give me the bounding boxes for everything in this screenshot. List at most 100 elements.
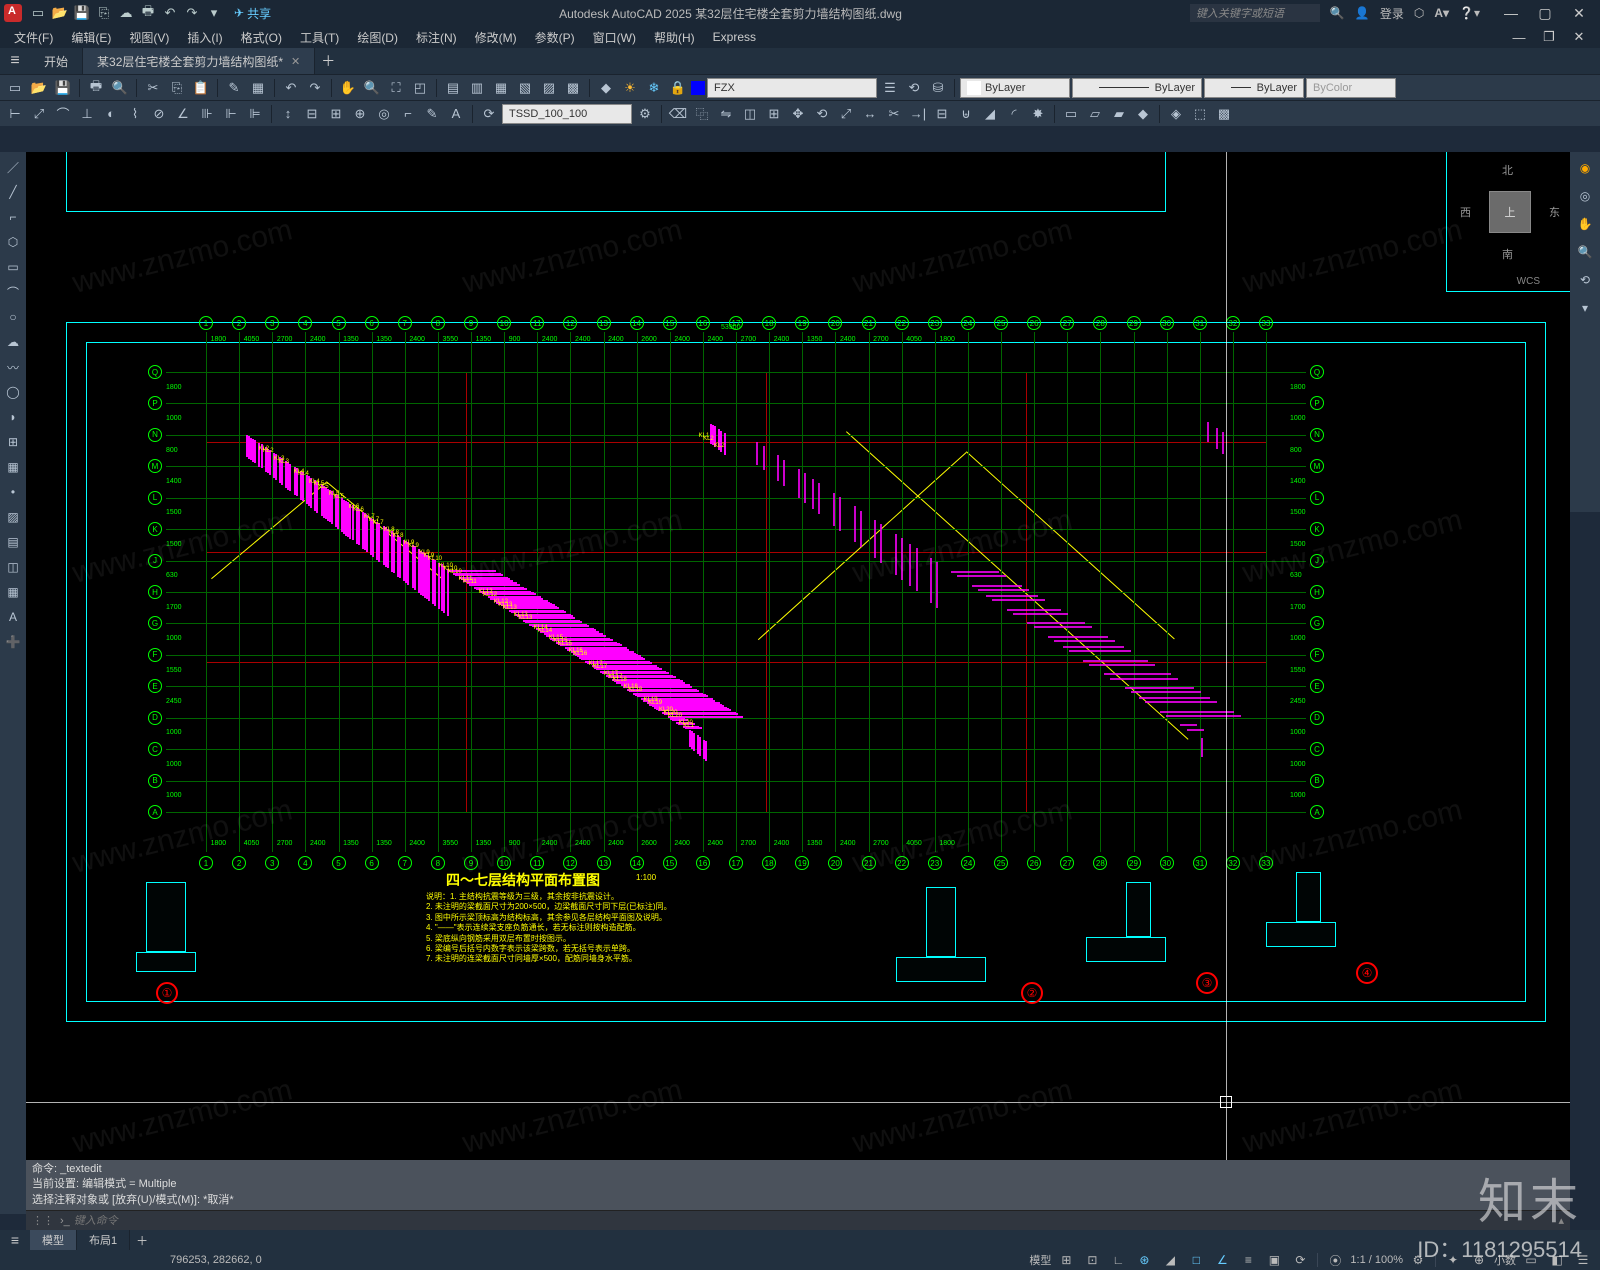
revcloud-icon[interactable]: ☁	[2, 331, 24, 353]
app-menu-icon[interactable]: ≡	[0, 52, 30, 70]
grid-icon[interactable]: ⊞	[1055, 1251, 1077, 1269]
share-button[interactable]: ✈ 共享	[234, 5, 271, 22]
m-offset-icon[interactable]: ◫	[739, 103, 761, 125]
hatch-icon[interactable]: ▨	[2, 506, 24, 528]
app-icon[interactable]	[4, 4, 22, 22]
spline-icon[interactable]: 〰	[2, 356, 24, 378]
tolerance-icon[interactable]: ⊞	[325, 103, 347, 125]
dimstyle-icon[interactable]: ⚙	[634, 103, 656, 125]
snap-icon[interactable]: ⊡	[1081, 1251, 1103, 1269]
osnap-icon[interactable]: □	[1185, 1251, 1207, 1269]
layout-1[interactable]: 布局1	[77, 1230, 130, 1250]
status-model[interactable]: 模型	[1029, 1252, 1051, 1268]
save-icon[interactable]: 💾	[72, 3, 92, 23]
tmatch-icon[interactable]: ✎	[223, 77, 245, 99]
rect-icon[interactable]: ▭	[2, 256, 24, 278]
search-icon[interactable]: 🔍	[1330, 6, 1345, 20]
units-readout[interactable]: 小数	[1494, 1252, 1516, 1268]
cust-icon[interactable]: ☰	[1572, 1251, 1594, 1269]
inspect-icon[interactable]: ◎	[373, 103, 395, 125]
menu-help[interactable]: 帮助(H)	[646, 27, 703, 48]
insert-icon[interactable]: ⊞	[2, 431, 24, 453]
dimupdate-icon[interactable]: ⟳	[478, 103, 500, 125]
layout-add-icon[interactable]: ＋	[130, 1232, 154, 1249]
doc-restore-icon[interactable]: ❐	[1534, 26, 1564, 48]
tcopy-icon[interactable]: ⎘	[166, 77, 188, 99]
drawing-canvas[interactable]: 北 南 西 东 上 WCS 说明：1. 主结构抗震等级为三级，其余按非抗震设计。…	[26, 152, 1570, 1214]
menu-dim[interactable]: 标注(N)	[408, 27, 465, 48]
m-move-icon[interactable]: ✥	[787, 103, 809, 125]
navpan-icon[interactable]: ✋	[1573, 212, 1597, 236]
m-chamfer-icon[interactable]: ◢	[979, 103, 1001, 125]
arc-icon[interactable]: ⌒	[2, 281, 24, 303]
m-mirror-icon[interactable]: ⇋	[715, 103, 737, 125]
cmd-menu-icon[interactable]: ▴	[1558, 1214, 1564, 1227]
layer-freeze-icon[interactable]: ❄	[643, 77, 665, 99]
menu-edit[interactable]: 编辑(E)	[63, 27, 119, 48]
lineweight-dropdown[interactable]: ByLayer	[1204, 78, 1304, 98]
otrack-icon[interactable]: ∠	[1211, 1251, 1233, 1269]
dim-ord-icon[interactable]: ⊥	[76, 103, 98, 125]
menu-insert[interactable]: 插入(I)	[179, 27, 230, 48]
dim-linear-icon[interactable]: ⊢	[4, 103, 26, 125]
help-icon[interactable]: ❔▾	[1459, 6, 1480, 20]
undo-icon[interactable]: ↶	[160, 3, 180, 23]
dim-arc-icon[interactable]: ⌒	[52, 103, 74, 125]
menu-param[interactable]: 参数(P)	[527, 27, 583, 48]
ttool-icon[interactable]: ▦	[490, 77, 512, 99]
tab-start[interactable]: 开始	[30, 48, 83, 74]
dim-quick-icon[interactable]: ⊪	[196, 103, 218, 125]
mo1-icon[interactable]: ▭	[1060, 103, 1082, 125]
dim-base-icon[interactable]: ⊩	[220, 103, 242, 125]
tsave-icon[interactable]: 💾	[52, 77, 74, 99]
mo3-icon[interactable]: ▰	[1108, 103, 1130, 125]
pline-icon[interactable]: ⌐	[2, 206, 24, 228]
tqcalc-icon[interactable]: ▩	[562, 77, 584, 99]
trans-icon[interactable]: ▣	[1263, 1251, 1285, 1269]
polygon-icon[interactable]: ⬡	[2, 231, 24, 253]
navhome-icon[interactable]: ◉	[1573, 156, 1597, 180]
menu-view[interactable]: 视图(V)	[121, 27, 177, 48]
plotstyle-dropdown[interactable]: ByColor	[1306, 78, 1396, 98]
menu-express[interactable]: Express	[705, 28, 764, 46]
tpaste-icon[interactable]: 📋	[190, 77, 212, 99]
layer-prev-icon[interactable]: ⟲	[903, 77, 925, 99]
mo7-icon[interactable]: ▩	[1213, 103, 1235, 125]
dim-ang-icon[interactable]: ∠	[172, 103, 194, 125]
tundo-icon[interactable]: ↶	[280, 77, 302, 99]
m-copy-icon[interactable]: ⿻	[691, 103, 713, 125]
layer-dropdown[interactable]: FZX	[707, 78, 877, 98]
search-box[interactable]: 键入关键字或短语	[1190, 4, 1320, 22]
navzoom-icon[interactable]: 🔍	[1573, 240, 1597, 264]
maximize-icon[interactable]: ▢	[1528, 0, 1562, 26]
menu-window[interactable]: 窗口(W)	[585, 27, 644, 48]
tdc-icon[interactable]: ▥	[466, 77, 488, 99]
close-icon[interactable]: ✕	[1562, 0, 1596, 26]
tprop-icon[interactable]: ▤	[442, 77, 464, 99]
m-stretch-icon[interactable]: ↔	[859, 103, 881, 125]
cart-icon[interactable]: ⬡	[1414, 6, 1424, 20]
tsheet-icon[interactable]: ▧	[514, 77, 536, 99]
gradient-icon[interactable]: ▤	[2, 531, 24, 553]
layer-tool-icon[interactable]: ◆	[595, 77, 617, 99]
cycle-icon[interactable]: ⟳	[1289, 1251, 1311, 1269]
tzoomw-icon[interactable]: ⛶	[385, 77, 407, 99]
layer-sun-icon[interactable]: ☀	[619, 77, 641, 99]
m-erase-icon[interactable]: ⌫	[667, 103, 689, 125]
scale-readout[interactable]: 1:1 / 100%	[1350, 1254, 1403, 1266]
block-icon[interactable]: ▦	[2, 456, 24, 478]
plot-icon[interactable]: 🖶	[138, 3, 158, 23]
m-array-icon[interactable]: ⊞	[763, 103, 785, 125]
circle-icon[interactable]: ○	[2, 306, 24, 328]
menu-format[interactable]: 格式(O)	[233, 27, 290, 48]
tnew-icon[interactable]: ▭	[4, 77, 26, 99]
saveas-icon[interactable]: ⎘	[94, 3, 114, 23]
qat-dropdown-icon[interactable]: ▾	[204, 3, 224, 23]
mo6-icon[interactable]: ⬚	[1189, 103, 1211, 125]
user-icon[interactable]: 👤	[1355, 6, 1370, 20]
command-line[interactable]: ⋮⋮ ›_ ▴	[26, 1210, 1570, 1230]
m-scale-icon[interactable]: ⤢	[835, 103, 857, 125]
mtext-icon[interactable]: A	[2, 606, 24, 628]
m-fillet-icon[interactable]: ◜	[1003, 103, 1025, 125]
tpan-icon[interactable]: ✋	[337, 77, 359, 99]
